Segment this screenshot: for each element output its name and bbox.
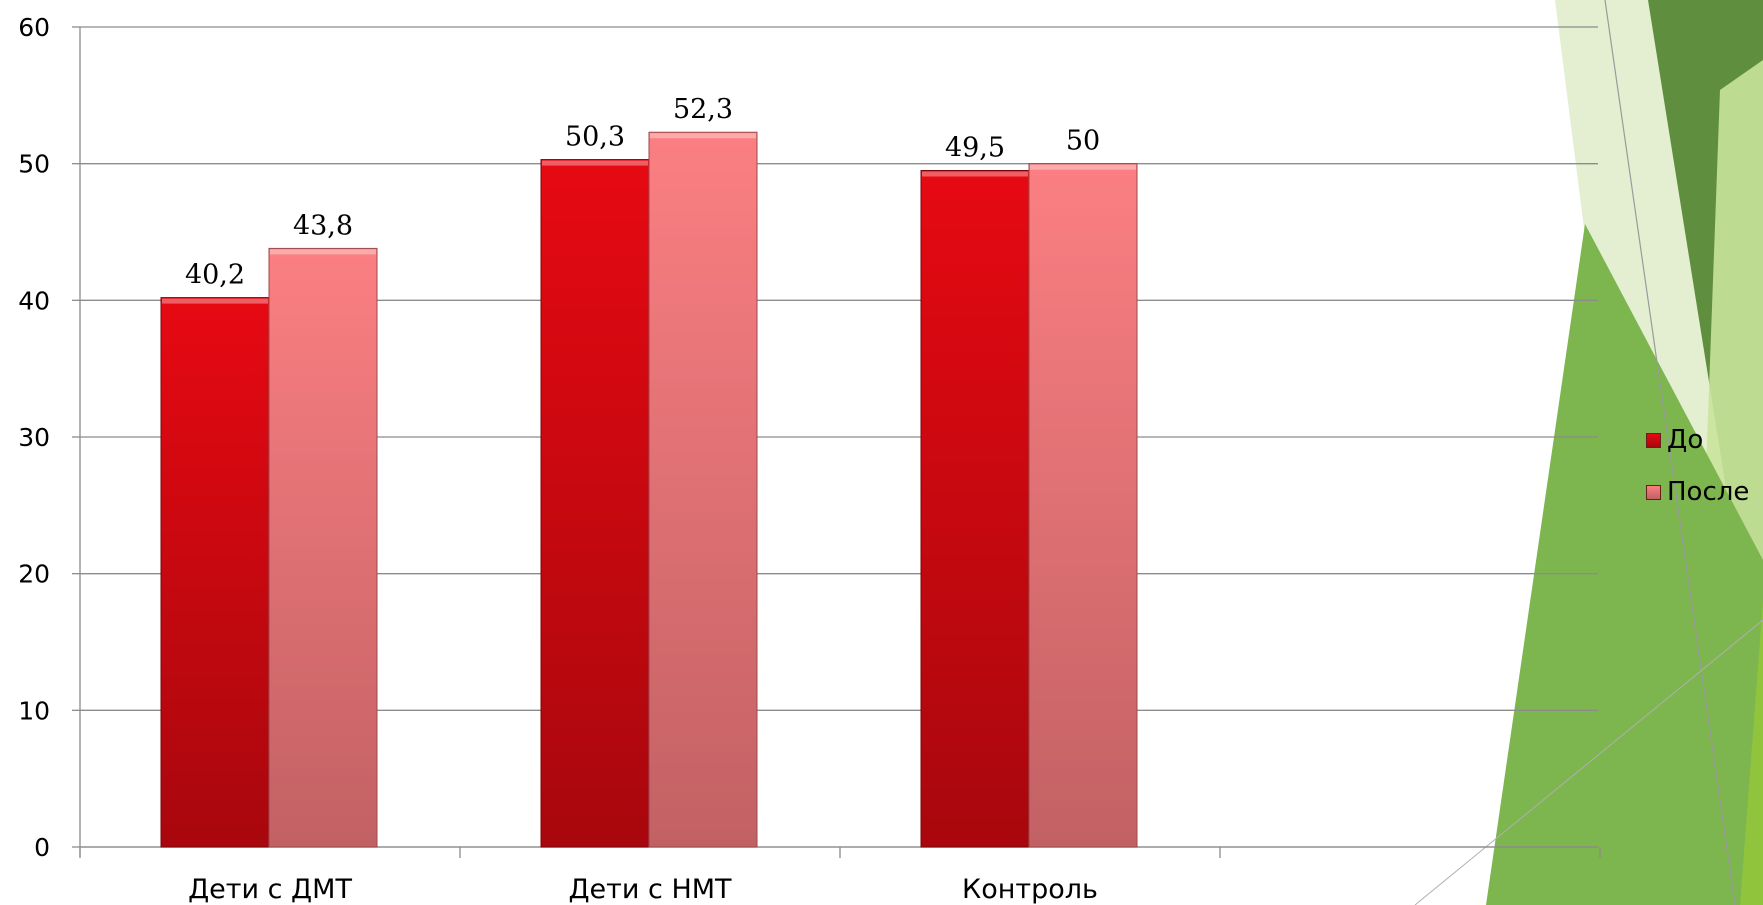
y-tick-label: 50 bbox=[18, 150, 50, 179]
y-tick-label: 60 bbox=[18, 13, 50, 42]
legend: До После bbox=[1646, 414, 1749, 518]
bar-highlight bbox=[1030, 164, 1136, 170]
data-label: 50,3 bbox=[565, 122, 625, 153]
legend-label-after: После bbox=[1667, 477, 1750, 507]
decor-green-triangle bbox=[1486, 224, 1763, 905]
y-tick-label: 30 bbox=[18, 423, 50, 452]
data-label: 49,5 bbox=[945, 133, 1005, 164]
decor-line bbox=[1604, 0, 1736, 905]
bar-after bbox=[1028, 163, 1138, 848]
data-label: 52,3 bbox=[673, 94, 733, 125]
y-tick-label: 40 bbox=[18, 286, 50, 315]
legend-label-before: До bbox=[1667, 425, 1704, 455]
bar-before bbox=[160, 297, 270, 848]
x-category-label: Контроль bbox=[962, 874, 1098, 905]
x-category-label: Дети с ДМТ bbox=[188, 874, 352, 905]
y-tick-label: 10 bbox=[18, 696, 50, 725]
bar-highlight bbox=[542, 160, 648, 166]
decor-line bbox=[1414, 619, 1763, 905]
data-label: 50 bbox=[1066, 126, 1100, 157]
y-tick-label: 20 bbox=[18, 560, 50, 589]
data-label: 43,8 bbox=[293, 210, 353, 241]
bar-after bbox=[268, 247, 378, 848]
bar-highlight bbox=[650, 133, 756, 139]
bar-highlight bbox=[270, 249, 376, 255]
bar-before bbox=[920, 170, 1030, 848]
decor-lime-triangle bbox=[1740, 600, 1763, 905]
bar-highlight bbox=[162, 298, 268, 304]
y-tick-label: 0 bbox=[34, 833, 50, 862]
legend-item-before: До bbox=[1646, 414, 1749, 466]
bar-before bbox=[540, 159, 650, 848]
bar-after bbox=[648, 131, 758, 848]
data-label: 40,2 bbox=[185, 260, 245, 291]
legend-swatch-after bbox=[1646, 484, 1661, 500]
legend-swatch-before bbox=[1646, 432, 1661, 448]
bar-highlight bbox=[922, 171, 1028, 177]
legend-item-after: После bbox=[1646, 466, 1749, 518]
x-category-label: Дети с НМТ bbox=[568, 874, 732, 905]
